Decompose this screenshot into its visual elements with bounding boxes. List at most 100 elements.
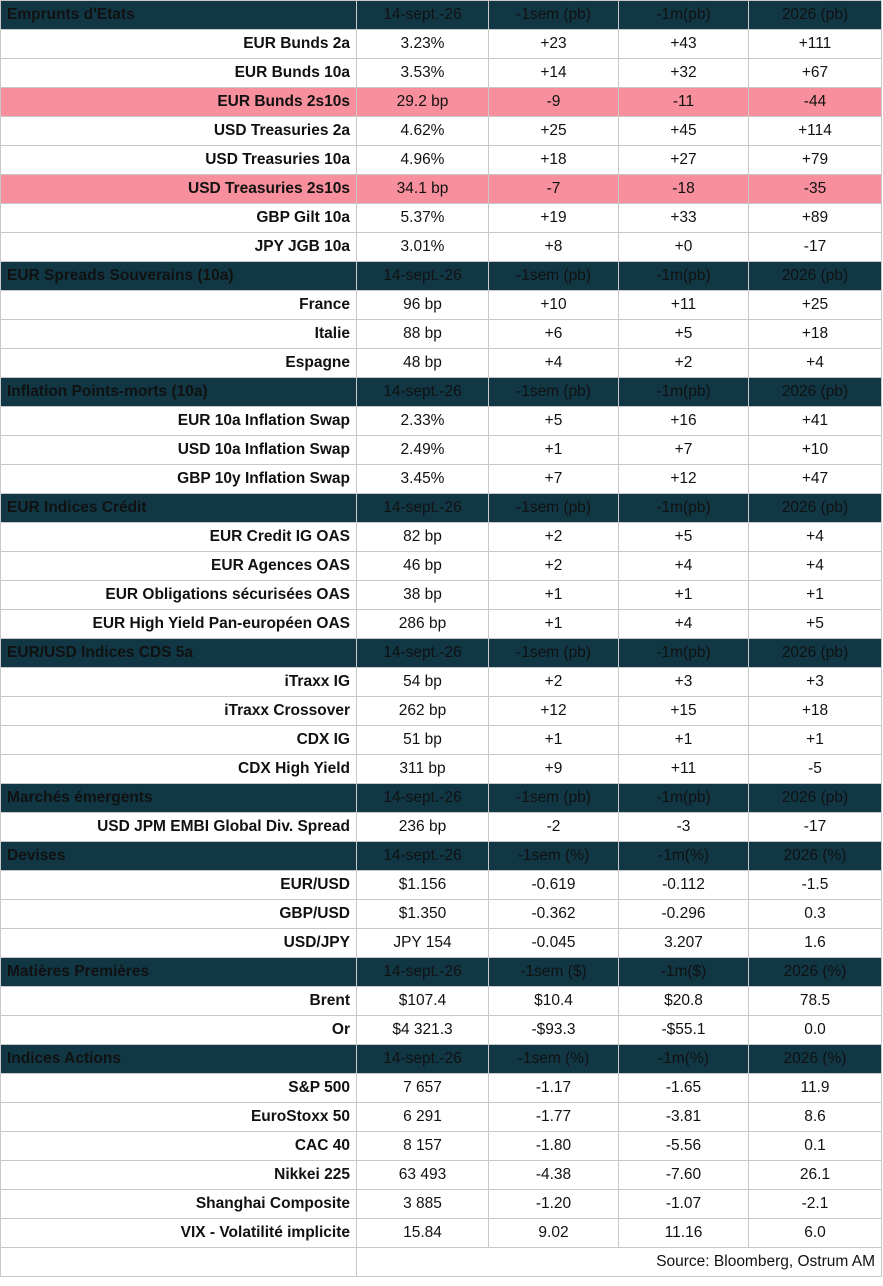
section-title: Marchés émergents xyxy=(0,783,357,813)
value-cell: +3 xyxy=(748,667,882,697)
row-label: Brent xyxy=(0,986,357,1016)
column-header: -1m(pb) xyxy=(618,377,749,407)
table-row-highlighted: USD Treasuries 2s10s 34.1 bp -7 -18 -35 xyxy=(0,174,882,204)
table-row: GBP/USD $1.350 -0.362 -0.296 0.3 xyxy=(0,899,882,929)
value-cell: +1 xyxy=(488,725,619,755)
column-header: -1sem (pb) xyxy=(488,638,619,668)
table-row: CDX High Yield 311 bp +9 +11 -5 xyxy=(0,754,882,784)
row-label: JPY JGB 10a xyxy=(0,232,357,262)
value-cell: +11 xyxy=(618,290,749,320)
column-header: -1sem (pb) xyxy=(488,783,619,813)
value-cell: 3.01% xyxy=(356,232,489,262)
value-cell: 51 bp xyxy=(356,725,489,755)
table-row: EUR Bunds 10a 3.53% +14 +32 +67 xyxy=(0,58,882,88)
value-cell: +2 xyxy=(488,667,619,697)
section-header: Emprunts d'Etats 14-sept.-26 -1sem (pb) -1m… xyxy=(0,0,882,30)
value-cell: +8 xyxy=(488,232,619,262)
value-cell: +4 xyxy=(488,348,619,378)
column-header: 2026 (pb) xyxy=(748,638,882,668)
table-row: EUR Obligations sécurisées OAS 38 bp +1 +1 +… xyxy=(0,580,882,610)
value-cell: +67 xyxy=(748,58,882,88)
value-cell: +1 xyxy=(488,609,619,639)
column-header: 14-sept.-26 xyxy=(356,1044,489,1074)
value-cell: 3.23% xyxy=(356,29,489,59)
value-cell: +19 xyxy=(488,203,619,233)
row-label: EUR Agences OAS xyxy=(0,551,357,581)
section-title: Emprunts d'Etats xyxy=(0,0,357,30)
table-row: EUR High Yield Pan-européen OAS 286 bp +1 +… xyxy=(0,609,882,639)
table-row: Nikkei 225 63 493 -4.38 -7.60 26.1 xyxy=(0,1160,882,1190)
row-label: iTraxx Crossover xyxy=(0,696,357,726)
value-cell: +14 xyxy=(488,58,619,88)
value-cell: 4.96% xyxy=(356,145,489,175)
row-label: EUR Bunds 2s10s xyxy=(0,87,357,117)
value-cell: -4.38 xyxy=(488,1160,619,1190)
column-header: -1sem (pb) xyxy=(488,493,619,523)
value-cell: -1.65 xyxy=(618,1073,749,1103)
table-row: EUR Credit IG OAS 82 bp +2 +5 +4 xyxy=(0,522,882,552)
column-header: -1m(pb) xyxy=(618,0,749,30)
value-cell: -3.81 xyxy=(618,1102,749,1132)
value-cell: +1 xyxy=(618,725,749,755)
value-cell: +47 xyxy=(748,464,882,494)
table-row: GBP Gilt 10a 5.37% +19 +33 +89 xyxy=(0,203,882,233)
value-cell: +2 xyxy=(488,551,619,581)
table-row: EUR 10a Inflation Swap 2.33% +5 +16 +41 xyxy=(0,406,882,436)
table-row: USD/JPY JPY 154 -0.045 3.207 1.6 xyxy=(0,928,882,958)
value-cell: $10.4 xyxy=(488,986,619,1016)
value-cell: -0.045 xyxy=(488,928,619,958)
row-label: EUR/USD xyxy=(0,870,357,900)
column-header: 2026 (%) xyxy=(748,957,882,987)
value-cell: -0.112 xyxy=(618,870,749,900)
section-title: Devises xyxy=(0,841,357,871)
table-row-highlighted: EUR Bunds 2s10s 29.2 bp -9 -11 -44 xyxy=(0,87,882,117)
value-cell: 34.1 bp xyxy=(356,174,489,204)
value-cell: -0.619 xyxy=(488,870,619,900)
row-label: USD 10a Inflation Swap xyxy=(0,435,357,465)
value-cell: -0.362 xyxy=(488,899,619,929)
table-row: JPY JGB 10a 3.01% +8 +0 -17 xyxy=(0,232,882,262)
source-row: Source: Bloomberg, Ostrum AM xyxy=(0,1247,882,1277)
table-row: USD JPM EMBI Global Div. Spread 236 bp -2-… xyxy=(0,812,882,842)
value-cell: +45 xyxy=(618,116,749,146)
source-note: Source: Bloomberg, Ostrum AM xyxy=(356,1247,882,1277)
column-header: -1m(pb) xyxy=(618,261,749,291)
value-cell: JPY 154 xyxy=(356,928,489,958)
value-cell: 3.45% xyxy=(356,464,489,494)
value-cell: +0 xyxy=(618,232,749,262)
value-cell: +15 xyxy=(618,696,749,726)
value-cell: +79 xyxy=(748,145,882,175)
column-header: -1m(pb) xyxy=(618,493,749,523)
value-cell: 96 bp xyxy=(356,290,489,320)
table-row: EuroStoxx 50 6 291 -1.77 -3.81 8.6 xyxy=(0,1102,882,1132)
row-label: S&P 500 xyxy=(0,1073,357,1103)
value-cell: +4 xyxy=(618,551,749,581)
column-header: -1m($) xyxy=(618,957,749,987)
column-header: 2026 (pb) xyxy=(748,493,882,523)
value-cell: 48 bp xyxy=(356,348,489,378)
value-cell: 3 885 xyxy=(356,1189,489,1219)
value-cell: +9 xyxy=(488,754,619,784)
value-cell: 236 bp xyxy=(356,812,489,842)
value-cell: +32 xyxy=(618,58,749,88)
table-row: iTraxx Crossover 262 bp +12 +15 +18 xyxy=(0,696,882,726)
value-cell: +111 xyxy=(748,29,882,59)
column-header: 14-sept.-26 xyxy=(356,638,489,668)
column-header: 14-sept.-26 xyxy=(356,377,489,407)
table-row: EUR Bunds 2a 3.23% +23 +43 +111 xyxy=(0,29,882,59)
value-cell: 38 bp xyxy=(356,580,489,610)
value-cell: +89 xyxy=(748,203,882,233)
value-cell: -0.296 xyxy=(618,899,749,929)
value-cell: +1 xyxy=(488,580,619,610)
value-cell: +1 xyxy=(488,435,619,465)
column-header: 2026 (pb) xyxy=(748,261,882,291)
column-header: 14-sept.-26 xyxy=(356,783,489,813)
value-cell: $1.156 xyxy=(356,870,489,900)
value-cell: +27 xyxy=(618,145,749,175)
source-spacer xyxy=(0,1247,357,1277)
section-header: Indices Actions 14-sept.-26 -1sem (%) -1m(%… xyxy=(0,1044,882,1074)
value-cell: +5 xyxy=(488,406,619,436)
section-title: EUR Spreads Souverains (10a) xyxy=(0,261,357,291)
value-cell: +10 xyxy=(748,435,882,465)
value-cell: -17 xyxy=(748,232,882,262)
